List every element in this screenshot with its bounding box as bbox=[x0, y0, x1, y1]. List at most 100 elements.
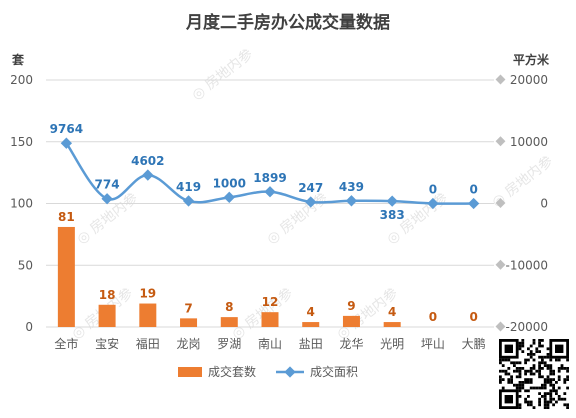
qr-module bbox=[518, 375, 522, 379]
qr-module bbox=[521, 339, 525, 342]
qr-module bbox=[557, 386, 561, 390]
x-tick-label: 光明 bbox=[380, 337, 404, 351]
qr-module bbox=[524, 378, 527, 381]
qr-module bbox=[518, 383, 522, 387]
qr-module bbox=[546, 400, 550, 404]
qr-module bbox=[518, 389, 522, 393]
qr-module bbox=[549, 367, 553, 370]
qr-module bbox=[529, 372, 533, 376]
qr-module bbox=[566, 403, 569, 407]
qr-module bbox=[518, 372, 522, 376]
line-value-label: 247 bbox=[298, 181, 323, 195]
qr-module bbox=[535, 369, 539, 373]
qr-module bbox=[521, 383, 525, 387]
qr-module bbox=[515, 386, 519, 390]
line-point bbox=[467, 197, 480, 210]
qr-module bbox=[504, 369, 508, 373]
qr-module bbox=[560, 367, 564, 370]
left-axis-unit: 套 bbox=[11, 52, 25, 67]
qr-module bbox=[532, 353, 536, 356]
qr-module bbox=[532, 367, 536, 370]
qr-module bbox=[541, 355, 544, 359]
qr-module bbox=[555, 400, 558, 404]
left-tick-label: 50 bbox=[18, 258, 33, 272]
bar-value-label: 12 bbox=[262, 295, 279, 309]
line-point bbox=[386, 195, 398, 207]
qr-module bbox=[546, 381, 550, 384]
watermark-text: ◎ 房地内参 bbox=[188, 45, 256, 103]
qr-module bbox=[515, 367, 519, 370]
chart-title: 月度二手房办公成交量数据 bbox=[185, 12, 390, 33]
qr-module bbox=[538, 355, 541, 359]
qr-module bbox=[546, 355, 550, 359]
qr-module bbox=[527, 400, 530, 404]
right-tick-label: 10000 bbox=[510, 135, 548, 149]
right-axis-unit: 平方米 bbox=[513, 52, 550, 67]
line-value-label: 383 bbox=[380, 208, 405, 222]
qr-module bbox=[499, 369, 502, 373]
bar bbox=[261, 312, 279, 327]
qr-module bbox=[527, 389, 530, 393]
right-tick-label: 0 bbox=[540, 197, 548, 211]
qr-module bbox=[538, 369, 541, 373]
qr-module bbox=[527, 347, 530, 351]
qr-module bbox=[541, 375, 544, 379]
qr-module bbox=[549, 358, 553, 362]
qr-module bbox=[552, 372, 555, 376]
qr-module bbox=[501, 386, 505, 390]
qr-module bbox=[524, 381, 527, 384]
bar bbox=[220, 317, 238, 327]
qr-module bbox=[527, 403, 530, 407]
qr-module bbox=[543, 400, 547, 404]
qr-module bbox=[527, 395, 530, 398]
qr-module bbox=[507, 372, 511, 376]
qr-module bbox=[541, 386, 544, 390]
qr-module bbox=[515, 375, 519, 379]
x-tick-label: 罗湖 bbox=[217, 336, 241, 351]
line-value-label: 0 bbox=[429, 183, 437, 197]
bar bbox=[302, 322, 320, 327]
qr-module bbox=[521, 367, 525, 370]
qr-module bbox=[507, 358, 511, 362]
x-tick-label: 福田 bbox=[136, 336, 160, 351]
qr-module bbox=[532, 341, 536, 345]
qr-module bbox=[546, 364, 550, 367]
qr-module bbox=[549, 369, 553, 373]
qr-module bbox=[543, 378, 547, 381]
qr-module bbox=[524, 397, 527, 401]
axis-labels: 050100150200-20000-1000001000020000全市 宝安福… bbox=[10, 73, 548, 351]
bar-value-label: 19 bbox=[139, 287, 156, 301]
qr-module bbox=[555, 392, 558, 395]
line-point bbox=[427, 197, 439, 210]
qr-module bbox=[560, 364, 564, 367]
qr-module bbox=[546, 403, 550, 407]
qr-module bbox=[541, 344, 544, 348]
qr-module bbox=[507, 378, 511, 381]
right-tick-marker bbox=[495, 259, 506, 270]
qr-module bbox=[543, 361, 547, 365]
qr-module bbox=[541, 358, 544, 362]
qr-module bbox=[552, 386, 555, 390]
legend-swatch-bar bbox=[178, 367, 202, 377]
line-value-label: 1000 bbox=[213, 176, 246, 190]
qr-module bbox=[538, 350, 541, 353]
qr-module bbox=[566, 369, 569, 373]
qr-module bbox=[518, 347, 522, 351]
qr-module bbox=[499, 381, 502, 384]
qr-module bbox=[549, 383, 553, 387]
qr-module bbox=[566, 367, 569, 370]
bar bbox=[342, 315, 360, 327]
line-value-label: 9764 bbox=[50, 122, 83, 136]
qr-code bbox=[499, 339, 569, 409]
qr-module bbox=[546, 392, 550, 395]
bar-value-label: 0 bbox=[469, 310, 477, 324]
qr-module bbox=[515, 383, 519, 387]
qr-module bbox=[524, 358, 527, 362]
qr-module bbox=[541, 339, 544, 342]
right-tick-marker bbox=[495, 74, 506, 85]
qr-module bbox=[546, 353, 550, 356]
line-point bbox=[142, 169, 154, 181]
qr-module bbox=[563, 403, 567, 407]
qr-module bbox=[518, 361, 522, 365]
